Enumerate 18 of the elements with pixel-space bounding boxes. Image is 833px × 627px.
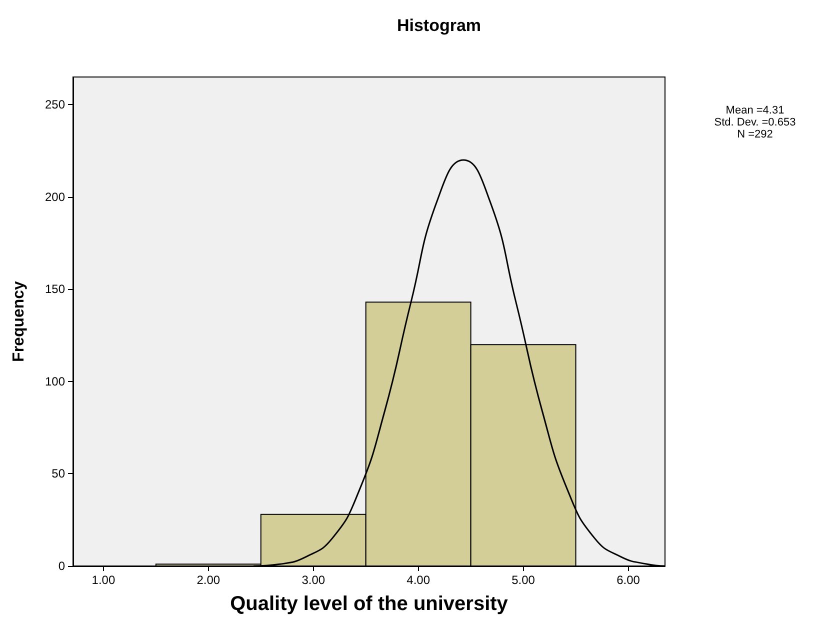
y-tick-label: 0: [58, 559, 66, 573]
text: N =292: [737, 128, 773, 140]
x-tick-label: 1.00: [92, 573, 116, 587]
y-tick-label: 250: [44, 98, 66, 112]
y-axis-title: Frequency: [10, 280, 28, 362]
x-axis-title: Quality level of the university: [230, 593, 509, 615]
x-tick-label: 3.00: [302, 573, 326, 587]
x-tick-label: 5.00: [512, 573, 536, 587]
x-tick-label: 2.00: [196, 573, 220, 587]
chart-title: Histogram: [396, 16, 482, 35]
x-tick-label: 6.00: [616, 573, 640, 587]
y-tick-label: 50: [52, 466, 66, 481]
x-tick-label: 4.00: [406, 573, 430, 587]
y-tick-label: 200: [44, 190, 66, 204]
text: Std. Dev. =0.653: [714, 116, 796, 128]
y-tick-label: 100: [44, 374, 66, 388]
text: Mean =4.31: [726, 104, 784, 116]
y-tick-label: 150: [44, 282, 66, 296]
